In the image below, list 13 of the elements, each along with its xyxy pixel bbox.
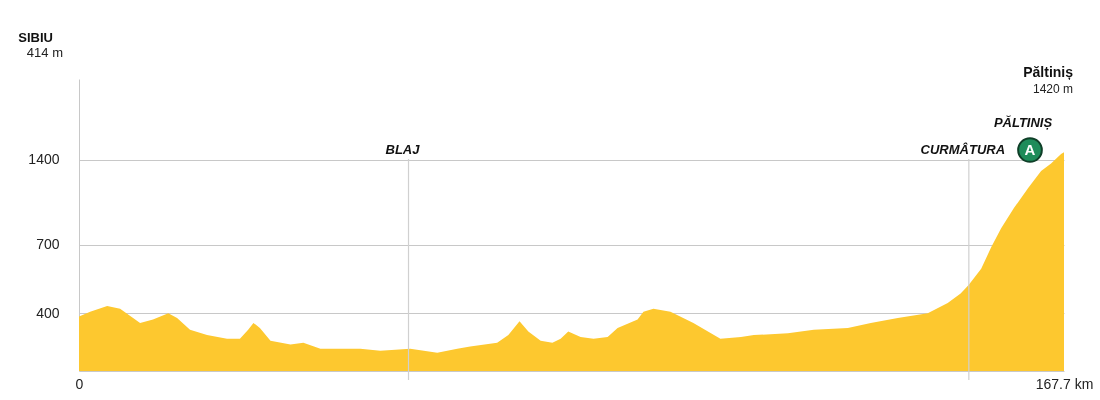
x-tick-label: 0: [75, 375, 84, 392]
annotation: 1420 m: [1032, 82, 1073, 96]
ref-line-label: BLAJ: [385, 142, 421, 157]
text: SIBIU: [18, 30, 53, 45]
y-tick-label: 1400: [28, 151, 60, 168]
y-tick-label: 700: [36, 236, 60, 253]
annotation: A: [1024, 141, 1036, 158]
text: 414 m: [26, 45, 63, 60]
ref-line-label: CURMÂTURA: [920, 142, 1006, 157]
text: Păltiniș: [1023, 64, 1074, 80]
x-tick-label: 167.7 km: [1035, 375, 1094, 392]
annotation: PĂLTINIȘ: [993, 115, 1053, 130]
y-tick-label: 400: [36, 304, 60, 321]
